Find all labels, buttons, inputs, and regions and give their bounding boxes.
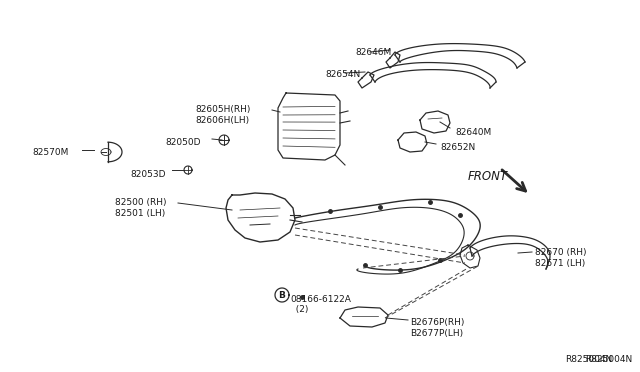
Text: 82646M: 82646M	[355, 48, 391, 57]
Text: 82670 (RH): 82670 (RH)	[535, 248, 586, 257]
Text: FRONT: FRONT	[468, 170, 508, 183]
Text: 82501 (LH): 82501 (LH)	[115, 209, 165, 218]
Text: 82570M: 82570M	[32, 148, 68, 157]
Text: B2677P(LH): B2677P(LH)	[410, 329, 463, 338]
Text: 82606H(LH): 82606H(LH)	[195, 116, 249, 125]
Text: R825004N: R825004N	[585, 355, 632, 364]
Text: 82654N: 82654N	[325, 70, 360, 79]
Text: B: B	[278, 291, 285, 299]
Text: 82050D: 82050D	[165, 138, 200, 147]
Text: R825004N: R825004N	[565, 355, 612, 364]
Text: 08166-6122A
  (2): 08166-6122A (2)	[290, 295, 351, 314]
Text: 82652N: 82652N	[440, 143, 476, 152]
Text: 82500 (RH): 82500 (RH)	[115, 198, 166, 207]
Text: 82640M: 82640M	[455, 128, 492, 137]
Text: 82671 (LH): 82671 (LH)	[535, 259, 585, 268]
Text: 82053D: 82053D	[130, 170, 166, 179]
Text: 82605H(RH): 82605H(RH)	[195, 105, 250, 114]
Text: B2676P(RH): B2676P(RH)	[410, 318, 465, 327]
